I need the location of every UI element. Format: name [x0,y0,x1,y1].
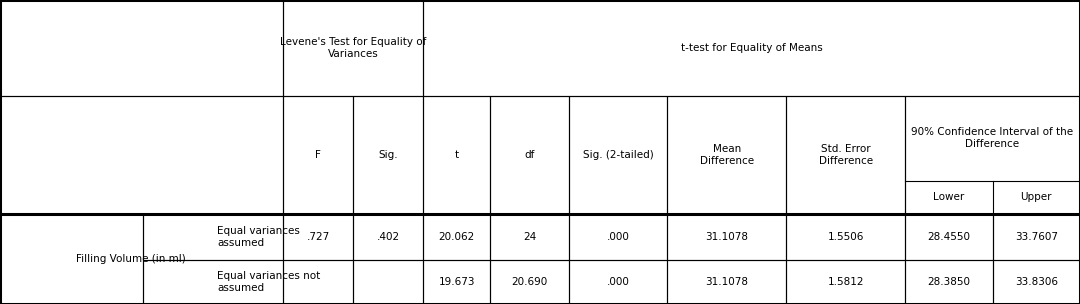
Bar [490,214,569,260]
Bar [283,0,423,96]
Bar [786,260,905,304]
Text: 20.690: 20.690 [512,277,548,287]
Bar [993,214,1080,260]
Text: Sig. (2-tailed): Sig. (2-tailed) [583,150,653,160]
Bar [423,0,1080,96]
Text: .727: .727 [307,232,329,242]
Text: 31.1078: 31.1078 [705,232,748,242]
Bar [0,96,283,214]
Bar [423,96,490,214]
Text: 20.062: 20.062 [438,232,475,242]
Text: 31.1078: 31.1078 [705,277,748,287]
Bar [569,214,667,260]
Bar [905,214,993,260]
Text: Levene's Test for Equality of
Variances: Levene's Test for Equality of Variances [280,37,427,59]
Bar [283,96,353,214]
Text: Equal variances
assumed: Equal variances assumed [217,226,300,248]
Text: Sig.: Sig. [378,150,399,160]
Bar [905,260,993,304]
Bar [569,96,667,214]
Text: 19.673: 19.673 [438,277,475,287]
Text: 28.4550: 28.4550 [928,232,970,242]
Bar [667,260,786,304]
Bar [667,96,786,214]
Bar [667,214,786,260]
Text: F: F [315,150,321,160]
Text: 28.3850: 28.3850 [928,277,970,287]
Text: t-test for Equality of Means: t-test for Equality of Means [680,43,823,53]
Bar [353,260,423,304]
Bar [786,214,905,260]
Text: .000: .000 [607,277,630,287]
Text: .402: .402 [377,232,400,242]
Text: Equal variances not
assumed: Equal variances not assumed [217,271,321,293]
Bar [353,96,423,214]
Text: 24: 24 [523,232,537,242]
Bar [905,96,1080,214]
Bar [423,214,490,260]
Bar [490,96,569,214]
Text: Upper: Upper [1021,192,1052,202]
Text: Lower: Lower [933,192,964,202]
Text: 33.8306: 33.8306 [1015,277,1057,287]
Bar [143,214,283,260]
Text: 90% Confidence Interval of the
Difference: 90% Confidence Interval of the Differenc… [912,127,1074,149]
Bar [423,260,490,304]
Text: .000: .000 [607,232,630,242]
Bar [993,260,1080,304]
Bar [283,260,353,304]
Bar [283,214,353,260]
Bar [786,96,905,214]
Text: df: df [525,150,535,160]
Bar [569,260,667,304]
Bar [143,260,283,304]
Bar [0,214,143,304]
Text: t: t [455,150,459,160]
Text: Std. Error
Difference: Std. Error Difference [819,144,873,166]
Text: Mean
Difference: Mean Difference [700,144,754,166]
Text: Filling Volume (in ml): Filling Volume (in ml) [76,254,186,264]
Text: 1.5506: 1.5506 [827,232,864,242]
Bar [353,214,423,260]
Text: 1.5812: 1.5812 [827,277,864,287]
Bar [0,0,283,96]
Text: 33.7607: 33.7607 [1015,232,1057,242]
Bar [490,260,569,304]
